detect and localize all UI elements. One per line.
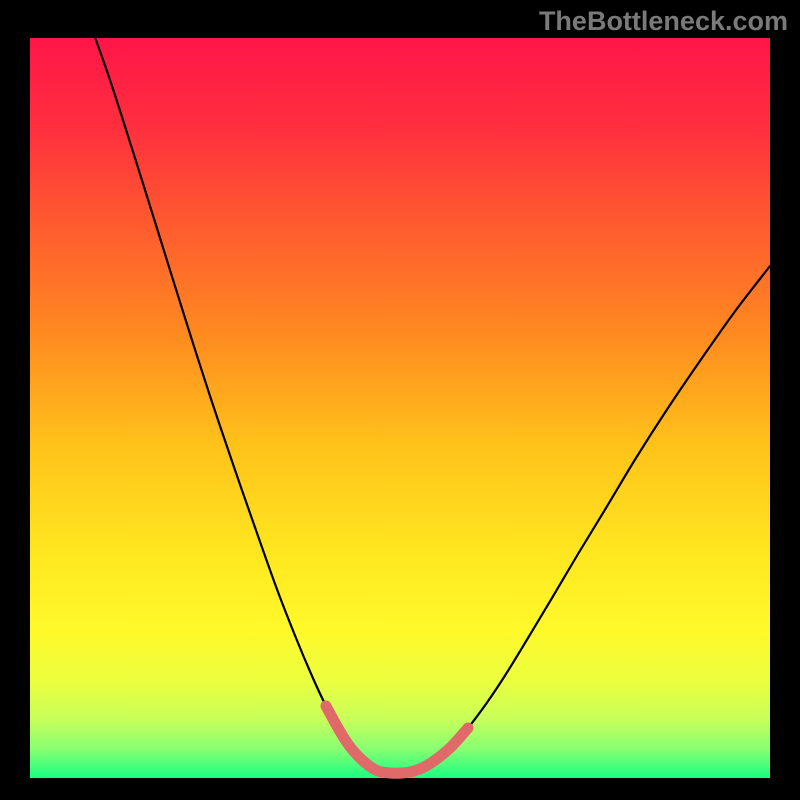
gradient-plot-area [30,38,770,778]
watermark-text: TheBottleneck.com [539,6,788,37]
canvas: TheBottleneck.com [0,0,800,800]
